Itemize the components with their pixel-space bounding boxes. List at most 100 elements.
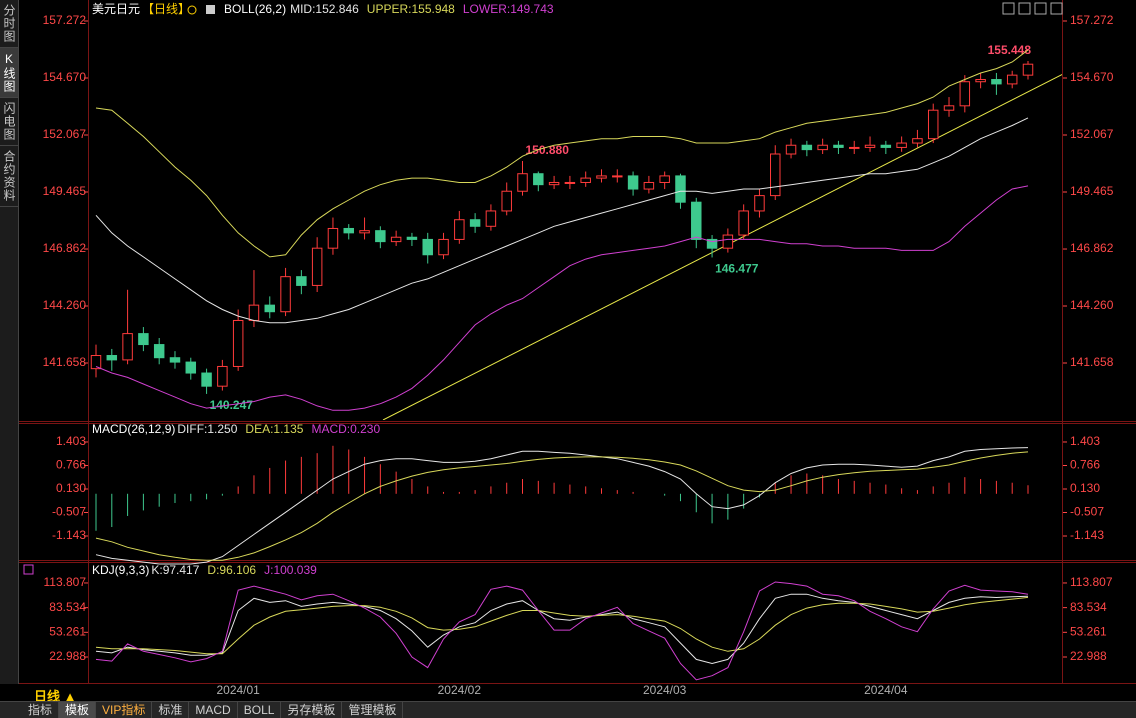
candle-body (817, 144, 828, 151)
price-annotation: 146.477 (715, 262, 759, 276)
candle-body (406, 236, 418, 240)
candle-body (596, 175, 607, 179)
candle-body (612, 175, 623, 178)
y-tick-label: 0.766 (1070, 458, 1100, 472)
legend-text: LOWER:149.743 (463, 2, 554, 16)
bottom-tab[interactable]: 指标 (22, 702, 60, 718)
candle-body (754, 195, 765, 212)
candle-body (517, 173, 528, 192)
price-annotation: 155.448 (988, 43, 1032, 57)
candle-body (691, 201, 702, 240)
icon[interactable] (206, 5, 215, 14)
candle-body (390, 236, 402, 243)
y-tick-label: -1.143 (1070, 528, 1104, 542)
candle-body (185, 361, 197, 374)
bottom-tab[interactable]: 管理模板 (342, 702, 404, 718)
legend-text: MID:152.846 (290, 2, 359, 16)
bottom-tab[interactable]: VIP指标 (96, 702, 153, 718)
candle-body (659, 175, 670, 183)
y-tick-label: 83.534 (1070, 600, 1107, 614)
y-tick-label: 113.807 (1070, 575, 1113, 589)
legend-text: J:100.039 (264, 563, 317, 577)
chart: 157.272 157.272 154.670 154.670 152.067 152.0… (19, 0, 1136, 697)
price-annotation: 150.880 (526, 143, 570, 157)
candle-body (1022, 63, 1034, 76)
y-tick-label: 141.658 (43, 355, 87, 369)
candle-body (217, 365, 228, 387)
candle-body (122, 333, 133, 361)
y-tick-label: -1.143 (52, 528, 86, 542)
candle-body (438, 238, 449, 256)
candle-body (564, 181, 576, 184)
candle-body (738, 210, 749, 236)
y-tick-label: 0.130 (1070, 481, 1100, 495)
candle-body (848, 146, 860, 149)
candle-body (311, 247, 323, 286)
y-tick-label: 157.272 (1070, 13, 1114, 27)
candle-body (927, 109, 939, 140)
candle-body (864, 144, 876, 148)
legend-text: 美元日元 (92, 2, 140, 16)
candle-body (359, 230, 370, 234)
candle-body (485, 210, 497, 227)
legend-text: KDJ(9,3,3) (92, 563, 149, 577)
candle-body (975, 79, 986, 83)
y-tick-label: 149.465 (43, 184, 87, 198)
y-tick-label: 141.658 (1070, 355, 1114, 369)
indicator-line (95, 581, 1029, 681)
y-tick-label: 157.272 (43, 13, 87, 27)
candle-body (169, 357, 181, 363)
y-tick-label: -0.507 (52, 505, 86, 519)
candle-body (280, 276, 291, 313)
candle-body (675, 175, 686, 203)
bottom-tab[interactable]: BOLL (238, 702, 282, 718)
candle-body (201, 372, 212, 387)
candle-body (770, 153, 781, 197)
sidebar-tab[interactable]: 闪电图 (0, 98, 18, 146)
sidebar-tab[interactable]: K线图 (0, 48, 18, 98)
y-tick-label: 1.403 (56, 434, 86, 448)
toolbar-icons[interactable] (1002, 2, 1063, 15)
candle-body (722, 234, 734, 249)
icon[interactable] (187, 5, 197, 15)
candle-body (643, 181, 655, 190)
tab-bar: 指标 模板 VIP指标 标准 MACD BOLL 另存模板 管理模板 (0, 701, 1136, 718)
y-tick-label: 83.534 (49, 600, 86, 614)
sidebar-tab[interactable]: 合约资料 (0, 146, 18, 207)
sidebar-tab[interactable]: 分时图 (0, 0, 18, 48)
candle-body (912, 138, 923, 144)
bottom-tab[interactable]: 模板 (59, 702, 97, 718)
legend-text: BOLL(26,2) (224, 2, 286, 16)
candle-body (264, 304, 276, 313)
candle-body (833, 144, 844, 148)
candle-body (138, 333, 149, 346)
candle-body (548, 181, 560, 186)
candle-body (959, 81, 971, 107)
x-tick-label: 2024/02 (438, 683, 482, 697)
candle-body (533, 173, 544, 186)
bottom-tab[interactable]: MACD (189, 702, 238, 718)
candle-body (153, 344, 165, 359)
y-tick-label: 0.130 (56, 481, 86, 495)
y-tick-label: 152.067 (43, 127, 87, 141)
period-button[interactable]: 日线 ▲ (34, 689, 77, 704)
bottom-tab[interactable]: 标准 (152, 702, 190, 718)
indicator-line (95, 49, 1029, 258)
x-tick-label: 2024/04 (864, 683, 908, 697)
candle-body (501, 190, 512, 212)
y-tick-label: 53.261 (49, 624, 86, 638)
x-tick-label: 2024/01 (216, 683, 260, 697)
y-tick-label: 154.670 (43, 70, 87, 84)
candle-body (106, 355, 118, 361)
candle-body (422, 238, 433, 256)
indicator-line (95, 117, 1029, 324)
candle-body (627, 175, 639, 190)
candle-body (943, 105, 955, 111)
legend-text: MACD:0.230 (311, 422, 380, 436)
y-tick-label: 53.261 (1070, 624, 1107, 638)
sidebar: 分时图 K线图 闪电图 合约资料 (0, 0, 19, 684)
bottom-tab[interactable]: 另存模板 (281, 702, 343, 718)
y-tick-label: 144.260 (1070, 298, 1114, 312)
icon[interactable] (23, 564, 34, 575)
